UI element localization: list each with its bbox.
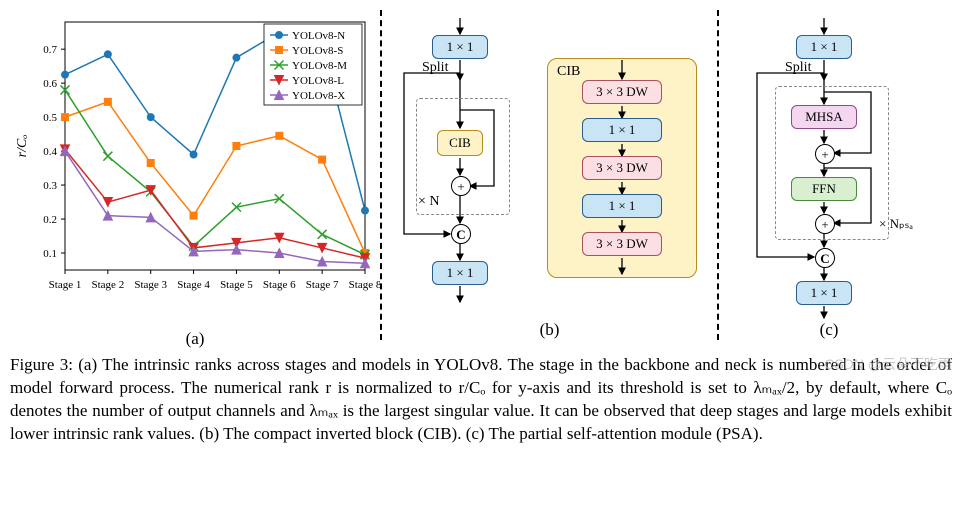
svg-text:YOLOv8-X: YOLOv8-X [292, 90, 345, 102]
c-top-1x1: 1 × 1 [796, 35, 852, 59]
svg-text:0.2: 0.2 [43, 214, 57, 226]
b-s0: 3 × 3 DW [582, 80, 662, 104]
b-n-label: × N [418, 194, 440, 210]
svg-text:Stage 3: Stage 3 [134, 279, 167, 291]
b-cib-title: CIB [557, 64, 580, 80]
chart-svg: 0.1 0.2 0.3 0.4 0.5 0.6 0.7 Stage 1 Stage 2 Stage… [10, 10, 380, 320]
b-s2: 3 × 3 DW [582, 156, 662, 180]
c-n-label: × Nₚₛₐ [879, 216, 913, 232]
svg-text:YOLOv8-M: YOLOv8-M [292, 60, 347, 72]
svg-text:YOLOv8-N: YOLOv8-N [292, 30, 345, 42]
panel-a: 0.1 0.2 0.3 0.4 0.5 0.6 0.7 Stage 1 Stage 2 Stage… [10, 10, 380, 340]
svg-text:Stage 8: Stage 8 [349, 279, 380, 291]
c-bot-1x1: 1 × 1 [796, 281, 852, 305]
sublabel-b: (b) [382, 320, 717, 340]
svg-text:0.4: 0.4 [43, 146, 57, 158]
svg-text:Stage 6: Stage 6 [263, 279, 296, 291]
figure-row: 0.1 0.2 0.3 0.4 0.5 0.6 0.7 Stage 1 Stage 2 Stage… [10, 10, 952, 340]
sublabel-c: (c) [719, 320, 939, 340]
c-concat: C [815, 248, 835, 268]
b-concat-circle: C [451, 224, 471, 244]
b-s1: 1 × 1 [582, 118, 662, 142]
b-top-1x1: 1 × 1 [432, 35, 488, 59]
c-add1: + [815, 144, 835, 164]
svg-text:r/Cₒ: r/Cₒ [15, 135, 30, 158]
figure-caption: Figure 3: (a) The intrinsic ranks across… [10, 354, 952, 446]
b-add-circle: + [451, 176, 471, 196]
c-mhsa: MHSA [791, 105, 857, 129]
svg-text:0.5: 0.5 [43, 112, 57, 124]
svg-text:Stage 2: Stage 2 [92, 279, 125, 291]
b-split-label: Split [422, 60, 448, 76]
sublabel-a: (a) [10, 329, 380, 349]
svg-text:0.3: 0.3 [43, 180, 57, 192]
svg-text:Stage 5: Stage 5 [220, 279, 253, 291]
svg-text:0.6: 0.6 [43, 78, 57, 90]
c-split-label: Split [785, 60, 811, 76]
svg-text:YOLOv8-L: YOLOv8-L [292, 75, 344, 87]
svg-text:YOLOv8-S: YOLOv8-S [292, 45, 343, 57]
svg-text:Stage 1: Stage 1 [49, 279, 82, 291]
svg-text:Stage 4: Stage 4 [177, 279, 210, 291]
b-bot-1x1: 1 × 1 [432, 261, 488, 285]
svg-text:0.1: 0.1 [43, 248, 57, 260]
svg-text:Stage 7: Stage 7 [306, 279, 339, 291]
b-s3: 1 × 1 [582, 194, 662, 218]
panel-b: 1 × 1 Split × N CIB + C 1 × 1 CIB 3 × 3 … [380, 10, 717, 340]
b-s4: 3 × 3 DW [582, 232, 662, 256]
c-ffn: FFN [791, 177, 857, 201]
panel-c: 1 × 1 Split × Nₚₛₐ MHSA + FFN + C 1 × 1 … [717, 10, 939, 340]
b-cib-block: CIB [437, 130, 483, 156]
svg-text:0.7: 0.7 [43, 44, 57, 56]
c-add2: + [815, 214, 835, 234]
